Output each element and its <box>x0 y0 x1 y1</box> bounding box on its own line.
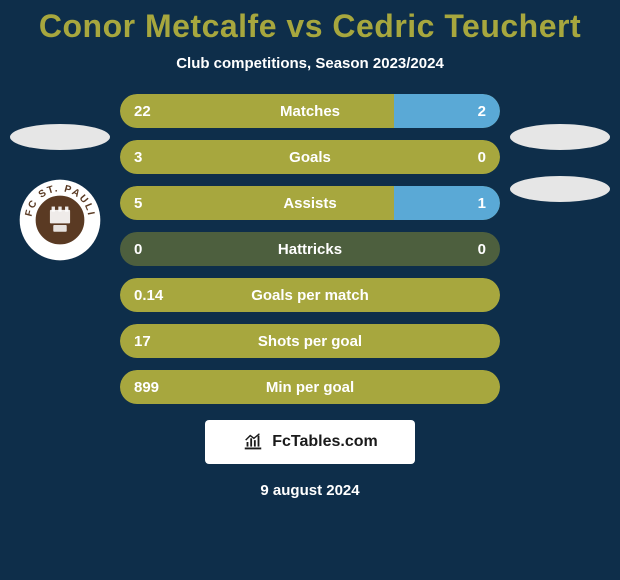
stat-row: 0.14Goals per match <box>120 278 500 312</box>
stat-label: Matches <box>200 103 420 120</box>
stat-row: 17Shots per goal <box>120 324 500 358</box>
chart-icon <box>242 431 264 453</box>
stat-label: Goals per match <box>200 287 420 304</box>
stat-value-player1: 0.14 <box>120 287 200 304</box>
stat-value-player1: 17 <box>120 333 200 350</box>
watermark-label: FcTables.com <box>272 433 378 451</box>
stat-row: 22Matches2 <box>120 94 500 128</box>
stat-row: 0Hattricks0 <box>120 232 500 266</box>
stat-value-player1: 22 <box>120 103 200 120</box>
stat-rows: 22Matches23Goals05Assists10Hattricks00.1… <box>120 94 500 404</box>
player2-logo-placeholder-1 <box>510 124 610 150</box>
watermark: FcTables.com <box>205 420 415 464</box>
stat-value-player2: 0 <box>420 149 500 166</box>
subtitle: Club competitions, Season 2023/2024 <box>0 55 620 72</box>
club-crest: FC ST. PAULI 1910 <box>18 178 102 262</box>
stat-value-player1: 899 <box>120 379 200 396</box>
crest-svg: FC ST. PAULI 1910 <box>18 178 102 262</box>
stat-label: Assists <box>200 195 420 212</box>
stat-value-player1: 0 <box>120 241 200 258</box>
stat-label: Min per goal <box>200 379 420 396</box>
stat-label: Shots per goal <box>200 333 420 350</box>
stat-row: 899Min per goal <box>120 370 500 404</box>
stat-label: Goals <box>200 149 420 166</box>
stat-label: Hattricks <box>200 241 420 258</box>
player2-logo-placeholder-2 <box>510 176 610 202</box>
player1-logo-placeholder <box>10 124 110 150</box>
stat-row: 5Assists1 <box>120 186 500 220</box>
stat-value-player2: 1 <box>420 195 500 212</box>
stat-value-player1: 3 <box>120 149 200 166</box>
crest-castle-icon <box>50 210 70 223</box>
date-label: 9 august 2024 <box>0 482 620 499</box>
stat-value-player2: 2 <box>420 103 500 120</box>
stat-value-player2: 0 <box>420 241 500 258</box>
page-title: Conor Metcalfe vs Cedric Teuchert <box>0 8 620 45</box>
stat-row: 3Goals0 <box>120 140 500 174</box>
stat-value-player1: 5 <box>120 195 200 212</box>
comparison-card: Conor Metcalfe vs Cedric Teuchert Club c… <box>0 0 620 580</box>
